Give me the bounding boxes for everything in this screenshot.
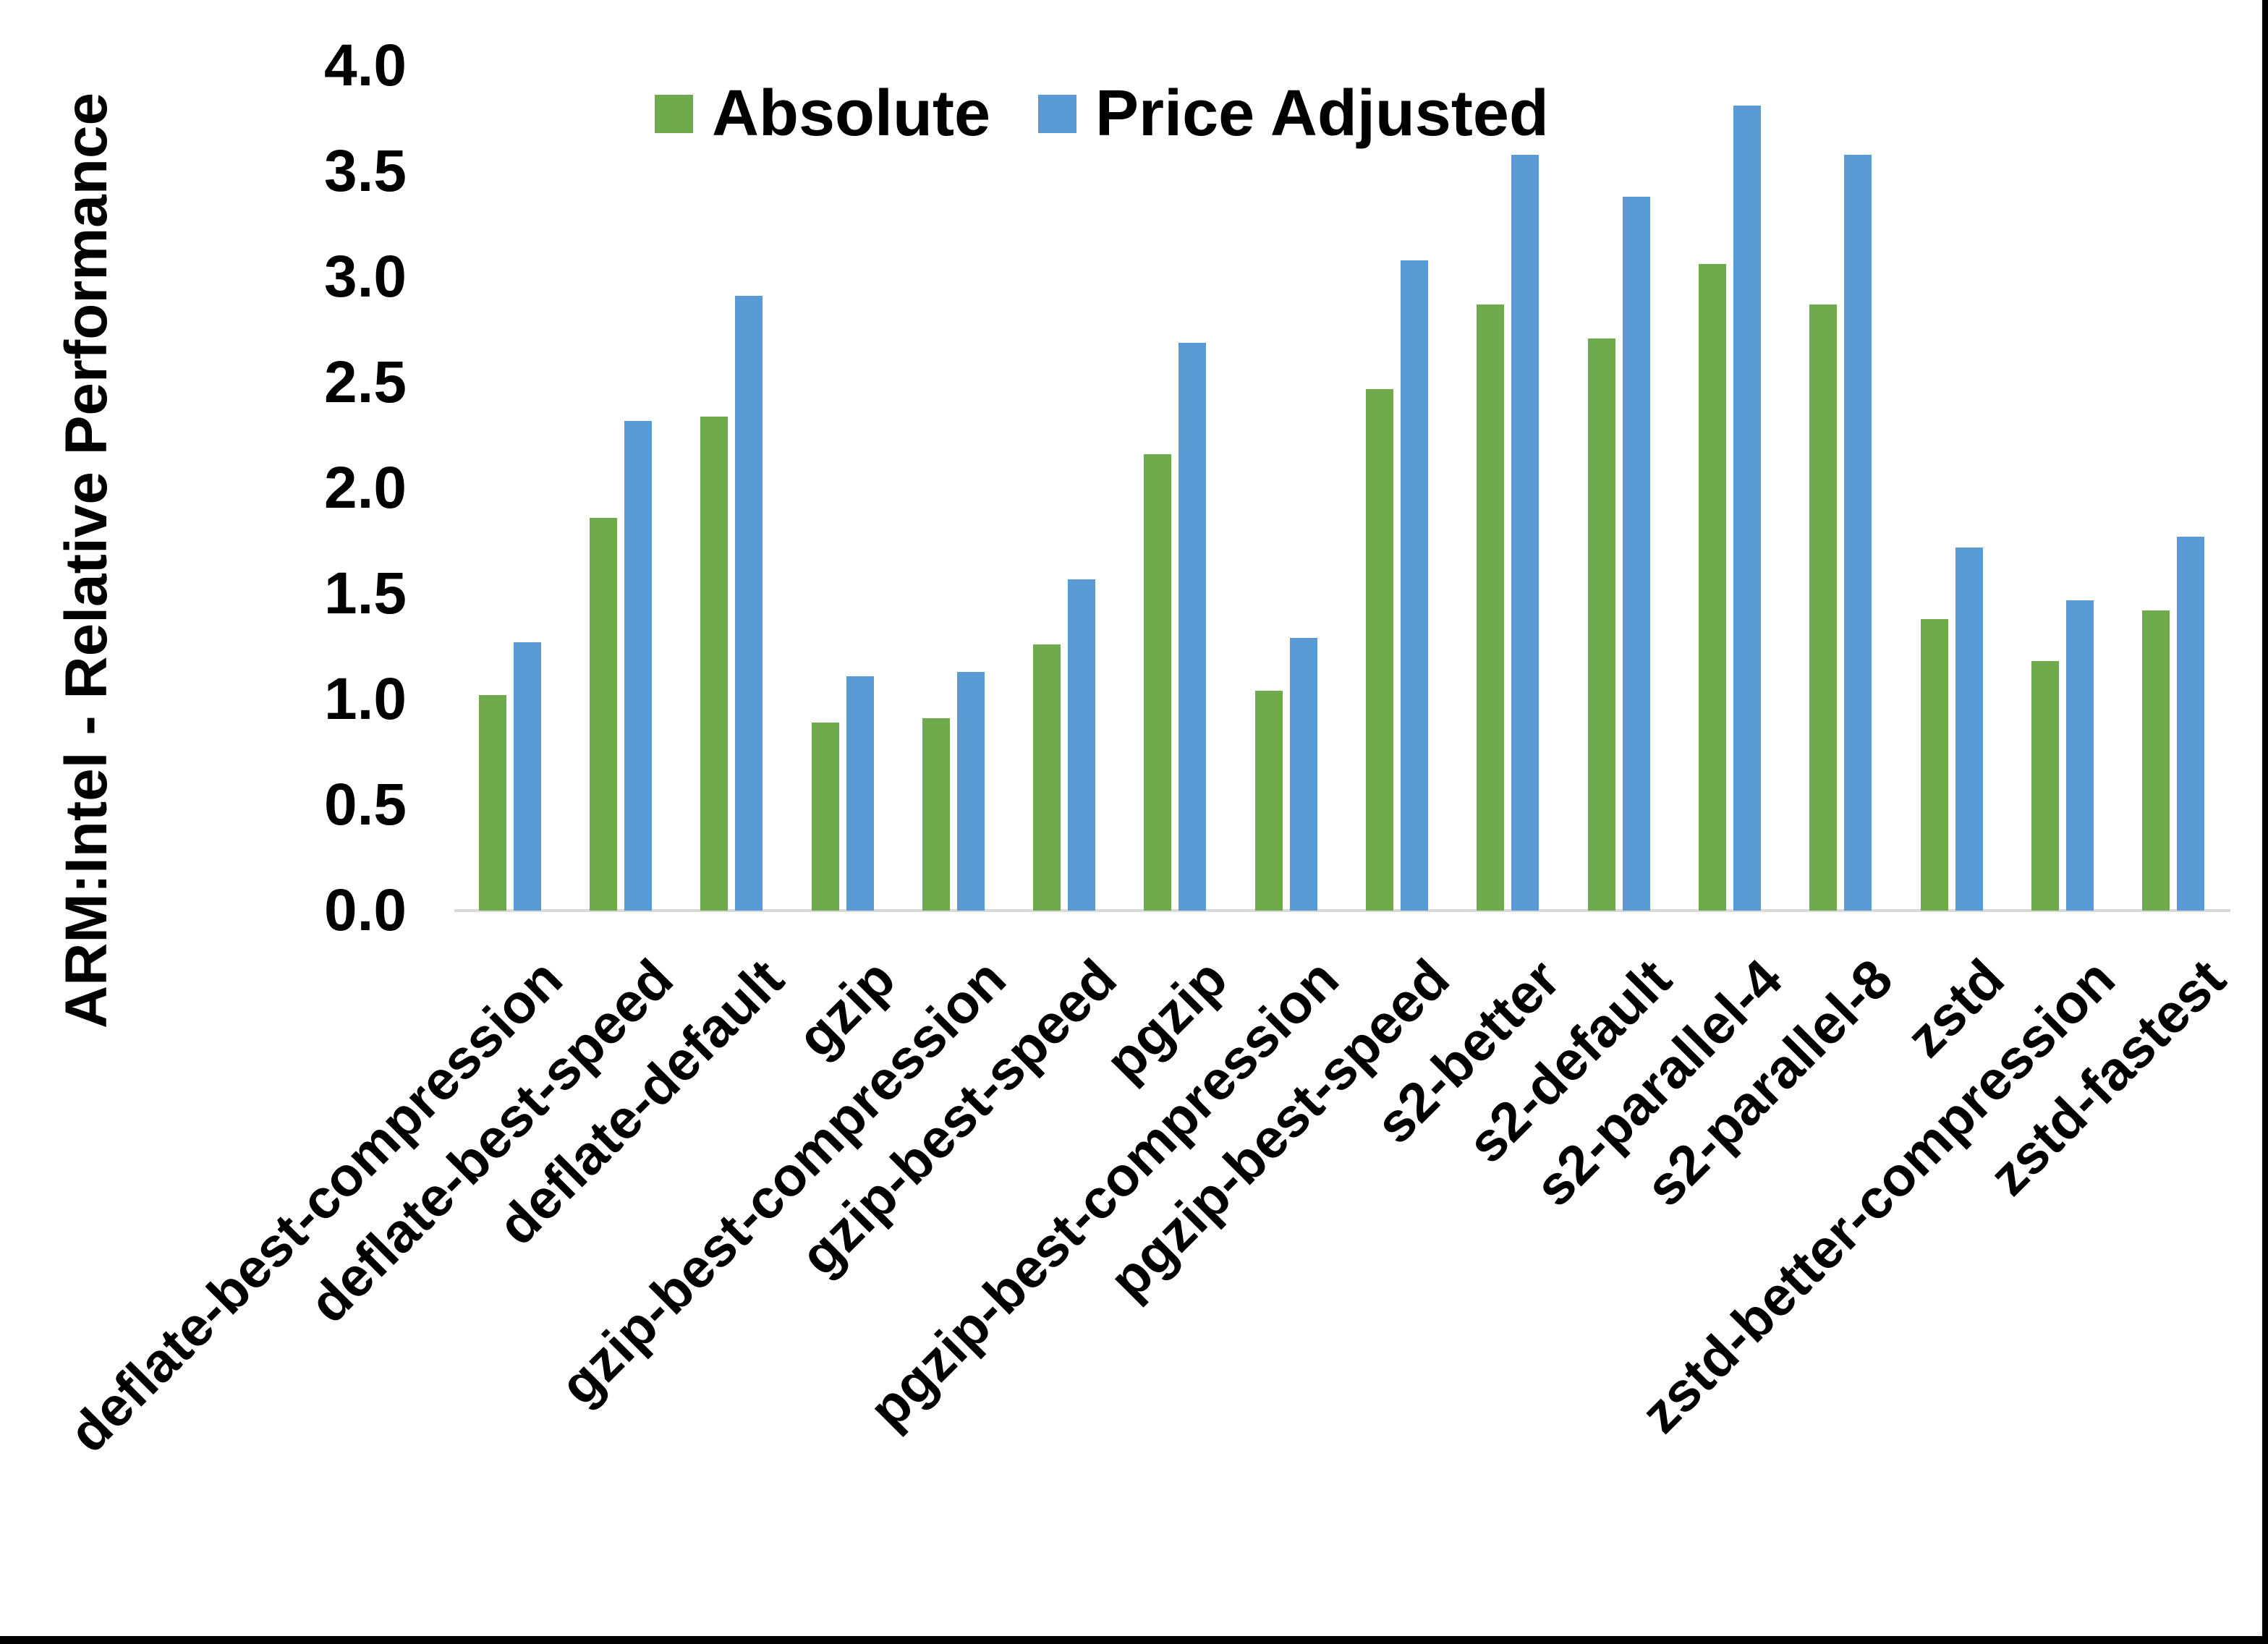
- bar-absolute: [700, 417, 728, 911]
- bar-price-adjusted: [514, 642, 541, 911]
- bar-absolute: [1255, 691, 1283, 911]
- bar-price-adjusted: [1178, 343, 1206, 911]
- bar-absolute: [1809, 304, 1837, 911]
- bar-price-adjusted: [1955, 548, 1983, 911]
- bar-price-adjusted: [2066, 600, 2094, 911]
- bar-price-adjusted: [957, 672, 985, 911]
- y-axis-tick-label: 1.5: [324, 561, 407, 626]
- y-axis-tick-label: 2.5: [324, 349, 407, 415]
- screenshot-right-border: [2262, 0, 2268, 1644]
- bar-absolute: [1699, 264, 1726, 911]
- y-axis-tick-label: 4.0: [324, 33, 407, 98]
- bar-absolute: [1588, 338, 1615, 911]
- bar-absolute: [590, 518, 617, 911]
- bar-price-adjusted: [1733, 106, 1761, 911]
- bar-absolute: [2142, 610, 2170, 911]
- bar-absolute: [1366, 389, 1393, 911]
- bar-price-adjusted: [1401, 260, 1428, 911]
- y-axis-tick-label: 1.0: [324, 666, 407, 732]
- bar-price-adjusted: [1511, 155, 1539, 911]
- bar-absolute: [1144, 454, 1171, 911]
- bar-price-adjusted: [1290, 638, 1317, 911]
- legend-label-absolute: Absolute: [712, 77, 991, 150]
- screenshot-bottom-border: [0, 1636, 2268, 1644]
- legend-swatch-absolute: [655, 94, 693, 133]
- legend-item-absolute: Absolute: [655, 81, 990, 146]
- bar-price-adjusted: [2177, 537, 2204, 911]
- y-axis-tick-label: 0.0: [324, 877, 407, 943]
- y-axis-tick-label: 3.5: [324, 138, 407, 204]
- bar-price-adjusted: [1068, 579, 1095, 911]
- y-axis-tick-label: 3.0: [324, 244, 407, 310]
- legend-item-price-adjusted: Price Adjusted: [1038, 81, 1549, 146]
- y-axis-tick-label: 2.0: [324, 455, 407, 521]
- bar-price-adjusted: [846, 676, 874, 911]
- legend-swatch-price-adjusted: [1038, 94, 1077, 133]
- bar-price-adjusted: [735, 296, 763, 911]
- bar-price-adjusted: [1623, 197, 1650, 911]
- bar-absolute: [2031, 661, 2059, 911]
- legend: Absolute Price Adjusted: [655, 81, 1549, 146]
- bar-price-adjusted: [1844, 155, 1872, 911]
- legend-label-price-adjusted: Price Adjusted: [1095, 77, 1549, 150]
- bar-absolute: [479, 695, 506, 911]
- bar-absolute: [1033, 644, 1061, 911]
- bar-absolute: [922, 718, 950, 911]
- bar-absolute: [1921, 619, 1948, 911]
- bar-absolute: [1477, 304, 1504, 911]
- y-axis-tick-label: 0.5: [324, 772, 407, 838]
- x-axis-line: [454, 909, 2230, 912]
- bar-price-adjusted: [624, 421, 652, 911]
- bar-absolute: [812, 723, 839, 911]
